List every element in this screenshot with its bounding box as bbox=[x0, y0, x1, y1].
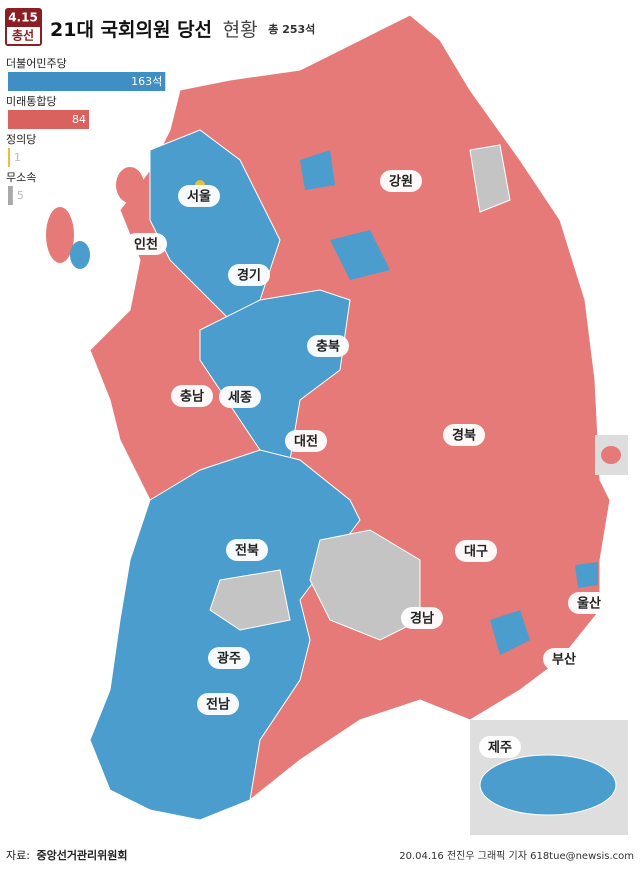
region-name: 울산 bbox=[577, 596, 601, 612]
source: 자료: 중앙선거관리위원회 bbox=[6, 848, 128, 862]
source-label: 자료: bbox=[6, 849, 30, 862]
region-pill bbox=[197, 693, 239, 715]
independent-area bbox=[209, 569, 291, 631]
region-name: 대전 bbox=[294, 434, 318, 450]
badge-inner bbox=[7, 27, 40, 44]
seat-value: 163석 bbox=[131, 75, 162, 88]
region-name: 강원 bbox=[389, 174, 413, 190]
region-name: 광주 bbox=[217, 652, 241, 667]
southwest-area bbox=[89, 449, 361, 821]
seat-value: 1 bbox=[14, 151, 21, 164]
region-pill bbox=[401, 607, 443, 629]
region-pill bbox=[125, 233, 167, 255]
region-name: 대구 bbox=[464, 545, 488, 560]
region-pill bbox=[178, 185, 220, 207]
seat-bar bbox=[8, 186, 13, 205]
region-pill bbox=[543, 648, 585, 670]
region-name: 충남 bbox=[180, 389, 204, 405]
region-pill bbox=[307, 335, 349, 357]
party-name: 정의당 bbox=[6, 133, 36, 146]
region-pill bbox=[455, 540, 497, 562]
total: 총 253석 bbox=[268, 22, 315, 36]
region-name: 경기 bbox=[237, 268, 261, 284]
region-pill bbox=[443, 424, 485, 446]
independent-area bbox=[309, 529, 421, 641]
seat-value: 84 bbox=[72, 113, 86, 126]
region-name: 경남 bbox=[410, 611, 434, 627]
region-name: 세종 bbox=[228, 391, 252, 406]
region-pill bbox=[285, 430, 327, 452]
title-main: 21대 국회의원 당선 bbox=[50, 19, 212, 41]
region-name: 충북 bbox=[316, 339, 340, 355]
region-pill bbox=[228, 264, 270, 286]
badge-date: 4.15 bbox=[8, 11, 38, 25]
subtitle: 현황 bbox=[223, 19, 258, 41]
seat-value: 5 bbox=[17, 189, 24, 202]
region-name: 전북 bbox=[235, 543, 259, 559]
badge-label: 총선 bbox=[12, 28, 34, 43]
ulleung bbox=[601, 446, 621, 464]
region-pill bbox=[171, 385, 213, 407]
credit: 20.04.16 전진우 그래픽 기자 618tue@newsis.com bbox=[399, 850, 634, 862]
gangwon-patch bbox=[300, 150, 335, 190]
gangwon-patch bbox=[330, 230, 390, 280]
busan-patch bbox=[490, 610, 530, 655]
region-name: 경북 bbox=[452, 428, 476, 444]
region-pill bbox=[219, 386, 261, 408]
party-name: 무소속 bbox=[6, 171, 36, 184]
ulsan-patch bbox=[575, 562, 598, 588]
independent-area bbox=[469, 144, 511, 213]
region-name: 부산 bbox=[552, 652, 576, 668]
region-pill bbox=[380, 170, 422, 192]
party-name: 미래통합당 bbox=[6, 95, 57, 108]
party-name: 더불어민주당 bbox=[6, 57, 67, 70]
region-name: 제주 bbox=[488, 741, 512, 756]
region-pill bbox=[208, 647, 250, 669]
region-pill bbox=[568, 592, 610, 614]
island bbox=[70, 241, 90, 269]
seat-bar bbox=[8, 110, 90, 129]
region-name: 서울 bbox=[187, 189, 211, 205]
title: 21대 국회의원 당선 현황 총 253석 bbox=[50, 19, 315, 41]
region-pill bbox=[226, 539, 268, 561]
island bbox=[46, 207, 74, 263]
region-name: 전남 bbox=[206, 697, 230, 713]
island bbox=[116, 167, 144, 203]
jeju bbox=[479, 754, 617, 816]
region-name: 인천 bbox=[134, 237, 158, 253]
source-name: 중앙선거관리위원회 bbox=[36, 848, 127, 862]
seat-bar bbox=[8, 148, 10, 167]
region-pill bbox=[479, 736, 521, 758]
seat-bar bbox=[8, 72, 166, 91]
